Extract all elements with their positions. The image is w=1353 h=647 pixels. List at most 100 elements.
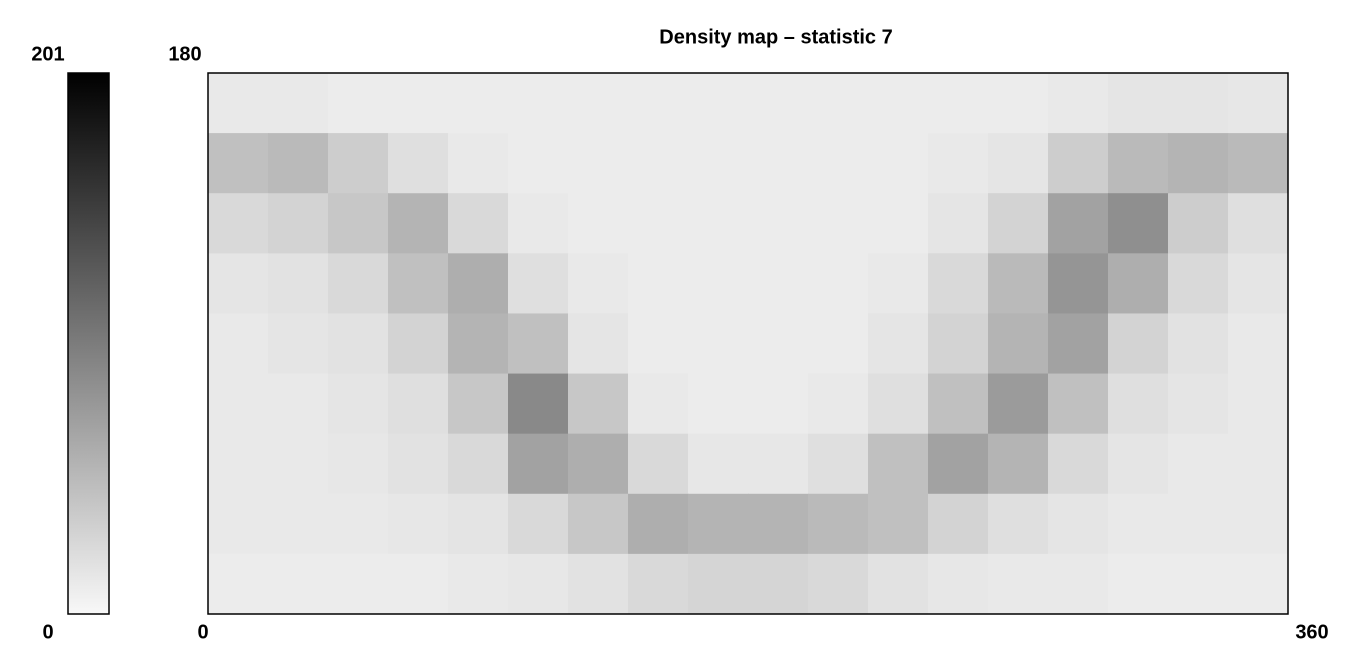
- heatmap-cell: [448, 554, 509, 615]
- heatmap-cell: [988, 374, 1049, 435]
- heatmap-cell: [988, 494, 1049, 555]
- heatmap-cell: [208, 253, 269, 314]
- heatmap-cell: [1168, 554, 1229, 615]
- heatmap-cell: [568, 374, 629, 435]
- heatmap-cell: [388, 494, 449, 555]
- heatmap-cell: [748, 374, 809, 435]
- heatmap-cell: [1108, 494, 1169, 555]
- heatmap-cell: [1108, 253, 1169, 314]
- heatmap-cell: [1048, 554, 1109, 615]
- colorbar-tick-label: 0: [42, 621, 53, 643]
- heatmap-cell: [1168, 374, 1229, 435]
- heatmap-cell: [688, 313, 749, 374]
- heatmap-cell: [688, 193, 749, 254]
- heatmap-cell: [748, 313, 809, 374]
- heatmap-cell: [928, 253, 989, 314]
- heatmap-cell: [628, 193, 689, 254]
- heatmap-cell: [628, 133, 689, 194]
- heatmap-cell: [1048, 374, 1109, 435]
- heatmap-cell: [628, 73, 689, 134]
- heatmap-cell: [1228, 374, 1289, 435]
- heatmap-cell: [568, 494, 629, 555]
- heatmap-cell: [628, 494, 689, 555]
- heatmap-cell: [688, 253, 749, 314]
- heatmap-cell: [568, 133, 629, 194]
- heatmap-cell: [448, 494, 509, 555]
- heatmap-cell: [688, 73, 749, 134]
- heatmap-cell: [268, 133, 329, 194]
- heatmap-cell: [868, 313, 929, 374]
- heatmap-cell: [1228, 494, 1289, 555]
- heatmap-cell: [928, 193, 989, 254]
- heatmap-cell: [1168, 193, 1229, 254]
- heatmap-cell: [268, 313, 329, 374]
- heatmap-cell: [508, 73, 569, 134]
- heatmap-cell: [928, 313, 989, 374]
- heatmap-cell: [748, 554, 809, 615]
- x-tick-label: 0: [197, 621, 208, 643]
- heatmap-cell: [688, 374, 749, 435]
- heatmap-cell: [868, 73, 929, 134]
- heatmap-cell: [868, 434, 929, 495]
- heatmap-cell: [388, 133, 449, 194]
- heatmap-cell: [988, 434, 1049, 495]
- heatmap-cell: [1228, 253, 1289, 314]
- heatmap-cell: [448, 73, 509, 134]
- heatmap-cell: [208, 73, 269, 134]
- heatmap-cell: [1108, 193, 1169, 254]
- heatmap-cell: [988, 133, 1049, 194]
- heatmap-cell: [748, 434, 809, 495]
- heatmap-cell: [988, 73, 1049, 134]
- heatmap-cell: [928, 73, 989, 134]
- heatmap-cell: [868, 193, 929, 254]
- heatmap-cell: [1048, 73, 1109, 134]
- heatmap-cell: [748, 494, 809, 555]
- heatmap-cell: [808, 374, 869, 435]
- heatmap-cell: [328, 253, 389, 314]
- heatmap-cell: [1228, 133, 1289, 194]
- heatmap-cell: [1048, 313, 1109, 374]
- heatmap-cell: [1048, 434, 1109, 495]
- heatmap-cell: [508, 434, 569, 495]
- heatmap-cell: [508, 494, 569, 555]
- heatmap-cell: [328, 313, 389, 374]
- heatmap-cell: [1168, 253, 1229, 314]
- heatmap-cell: [688, 554, 749, 615]
- heatmap-cell: [1108, 73, 1169, 134]
- heatmap-cell: [268, 434, 329, 495]
- heatmap-cell: [688, 494, 749, 555]
- heatmap-cell: [928, 374, 989, 435]
- heatmap-cell: [808, 193, 869, 254]
- heatmap-cell: [388, 193, 449, 254]
- heatmap-cell: [1048, 253, 1109, 314]
- heatmap-cell: [928, 554, 989, 615]
- heatmap-cell: [1228, 434, 1289, 495]
- heatmap-cell: [508, 374, 569, 435]
- heatmap-cell: [208, 133, 269, 194]
- heatmap-cell: [568, 554, 629, 615]
- heatmap-cell: [1048, 494, 1109, 555]
- heatmap-cell: [328, 133, 389, 194]
- heatmap-cell: [268, 253, 329, 314]
- heatmap-cell: [208, 193, 269, 254]
- heatmap-cell: [328, 434, 389, 495]
- y-tick-label: 180: [168, 43, 201, 65]
- heatmap-cell: [808, 494, 869, 555]
- heatmap-cell: [748, 193, 809, 254]
- heatmap-cell: [1108, 313, 1169, 374]
- heatmap-cell: [628, 434, 689, 495]
- heatmap-cell: [328, 374, 389, 435]
- heatmap-cell: [448, 253, 509, 314]
- heatmap-cell: [388, 73, 449, 134]
- chart: Density map – statistic 7 02010360180: [0, 0, 1353, 647]
- heatmap-cell: [268, 494, 329, 555]
- heatmap-cell: [448, 193, 509, 254]
- heatmap-cell: [748, 73, 809, 134]
- heatmap-cell: [448, 374, 509, 435]
- heatmap-cell: [508, 554, 569, 615]
- heatmap-cell: [808, 73, 869, 134]
- heatmap-cell: [808, 133, 869, 194]
- heatmap-cell: [208, 374, 269, 435]
- heatmap-cell: [568, 73, 629, 134]
- heatmap-cell: [1108, 554, 1169, 615]
